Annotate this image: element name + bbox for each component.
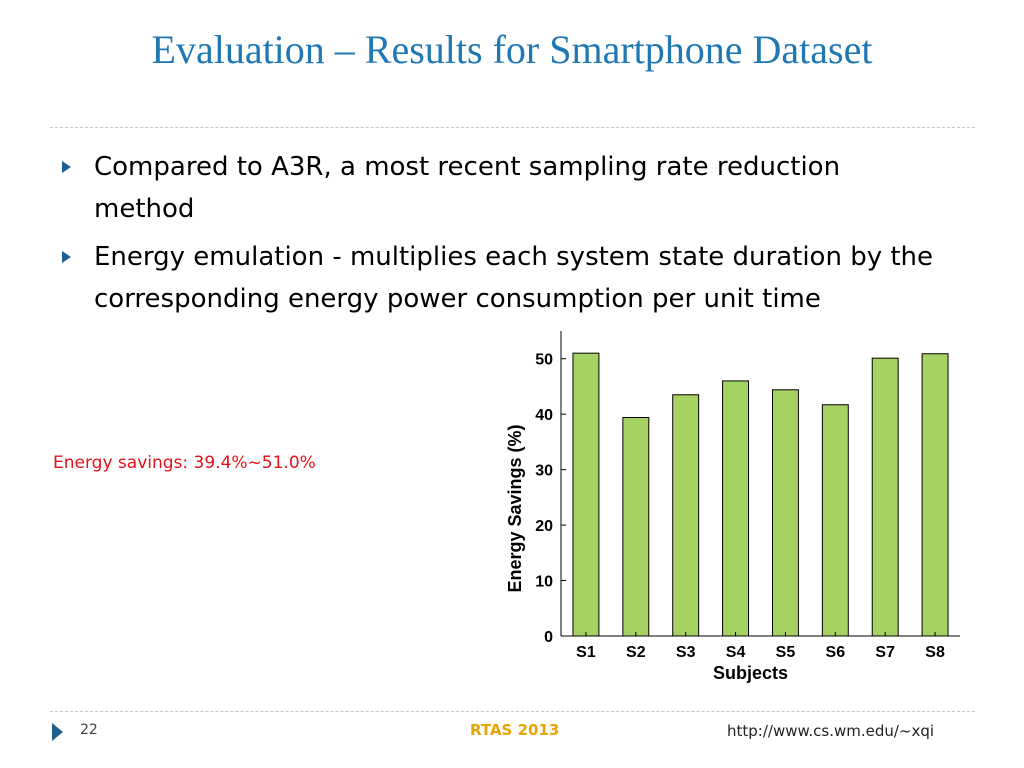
energy-savings-chart: 0 10 20 30 40 50 S1 S2 S3 S4 S5 S6 S7 S8 Subjects Energ… [505, 331, 960, 683]
y-tick-label: 20 [535, 518, 553, 535]
x-tick-label: S1 [576, 644, 596, 661]
y-tick-label: 10 [535, 574, 553, 591]
bar-s6 [821, 404, 849, 637]
title-divider [50, 127, 975, 128]
bullet-text: Compared to A3R, a most recent sampling … [94, 152, 841, 224]
y-tick-label: 30 [535, 463, 553, 480]
bar-s5 [771, 389, 799, 637]
bar-s1 [572, 352, 600, 637]
conference-label: RTAS 2013 [470, 721, 560, 739]
bar-s2 [622, 417, 650, 637]
footer-divider [50, 711, 975, 712]
bullet-item: Energy emulation - multiplies each syste… [58, 236, 938, 320]
energy-savings-note: Energy savings: 39.4%~51.0% [53, 453, 316, 473]
x-tick-label: S6 [826, 644, 846, 661]
bullet-arrow-icon [62, 251, 71, 263]
x-tick-label: S8 [925, 644, 945, 661]
bar-s3 [672, 394, 700, 637]
footer-url: http://www.cs.wm.edu/~xqi [727, 722, 935, 740]
x-tick-label: S5 [776, 644, 796, 661]
footer-arrow-icon [52, 723, 63, 741]
page-number: 22 [80, 722, 98, 738]
bar-s8 [921, 353, 949, 637]
bar-s4 [722, 380, 750, 637]
x-tick-label: S4 [726, 644, 746, 661]
y-tick-label: 40 [535, 407, 553, 424]
bar-s7 [871, 357, 899, 637]
x-tick-label: S3 [676, 644, 696, 661]
y-tick-label: 0 [544, 629, 553, 646]
x-axis-label: Subjects [713, 663, 788, 683]
bullet-arrow-icon [62, 161, 71, 173]
y-tick-label: 50 [535, 352, 553, 369]
x-tick-label: S2 [626, 644, 646, 661]
x-tick-label: S7 [875, 644, 895, 661]
y-axis-label: Energy Savings (%) [505, 424, 525, 592]
bullet-text: Energy emulation - multiplies each syste… [94, 242, 934, 314]
bullet-item: Compared to A3R, a most recent sampling … [58, 146, 938, 230]
bullet-list: Compared to A3R, a most recent sampling … [58, 146, 938, 326]
slide-title: Evaluation – Results for Smartphone Data… [151, 27, 873, 72]
